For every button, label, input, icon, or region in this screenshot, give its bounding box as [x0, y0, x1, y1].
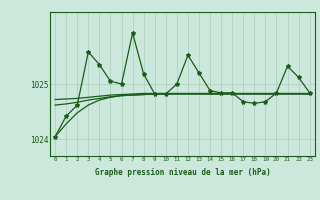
X-axis label: Graphe pression niveau de la mer (hPa): Graphe pression niveau de la mer (hPa): [94, 168, 270, 177]
